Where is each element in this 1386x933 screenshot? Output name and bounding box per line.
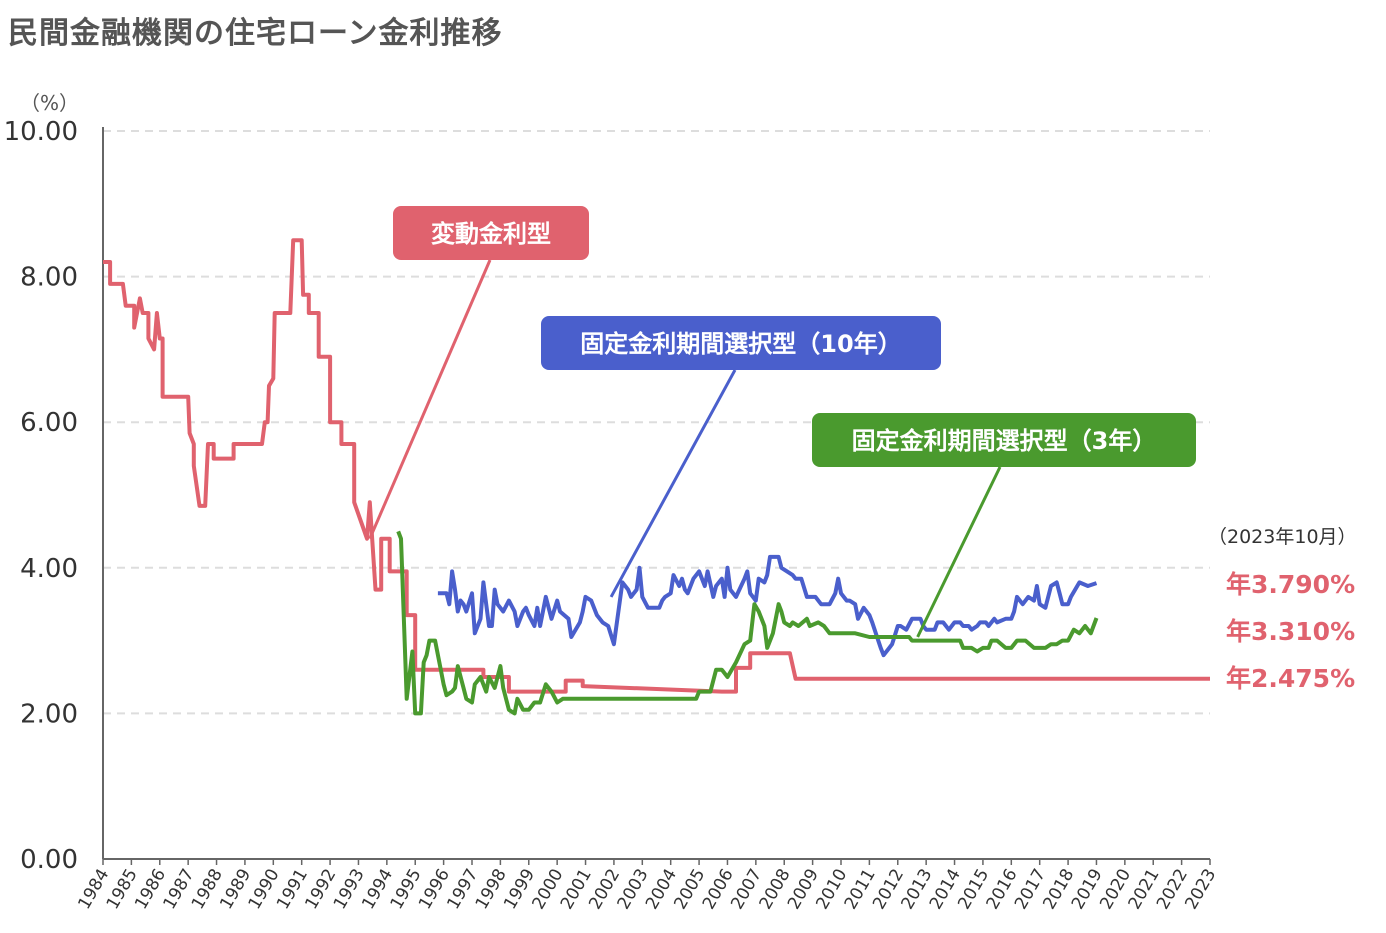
- series-line-0: [103, 238, 1210, 694]
- y-tick-label: 8.00: [20, 263, 78, 293]
- end-value-fixed3: 年3.310%: [1226, 617, 1355, 646]
- x-axis-ticks: 1984198519861987198819891990199119921993…: [74, 859, 1220, 913]
- end-value-fixed10: 年3.790%: [1226, 570, 1355, 599]
- end-date-note: （2023年10月）: [1208, 526, 1357, 548]
- series-line-2: [396, 530, 1099, 716]
- series-line-1: [437, 554, 1098, 658]
- y-tick-label: 0.00: [20, 845, 78, 875]
- callout-box-fixed10: [541, 316, 941, 370]
- y-axis-unit: （%）: [20, 91, 79, 115]
- callout-label-variable: 変動金利型: [431, 220, 551, 248]
- end-value-variable: 年2.475%: [1226, 664, 1355, 693]
- callout-leader-fixed10: [609, 369, 737, 598]
- chart-title: 民間金融機関の住宅ローン金利推移: [8, 16, 503, 51]
- callout-label-fixed3: 固定金利期間選択型（3年）: [852, 427, 1157, 455]
- callout-label-fixed10: 固定金利期間選択型（10年）: [580, 330, 901, 358]
- y-tick-label: 2.00: [20, 699, 78, 729]
- grid-lines: [103, 130, 1210, 715]
- y-axis-ticks: 0.00 2.00 4.00 6.00 8.00 10.00: [4, 117, 78, 875]
- series-lines: [103, 238, 1210, 716]
- x-tick-label: 2023: [1181, 866, 1220, 913]
- y-tick-label: 4.00: [20, 554, 78, 584]
- y-tick-label: 10.00: [4, 117, 78, 147]
- callout-box-fixed3: [812, 413, 1196, 467]
- y-tick-label: 6.00: [20, 408, 78, 438]
- callout-box-variable: [393, 206, 589, 260]
- axes: [102, 127, 1210, 860]
- callout-leader-variable: [368, 259, 492, 540]
- callout-leader-fixed3: [916, 466, 1002, 638]
